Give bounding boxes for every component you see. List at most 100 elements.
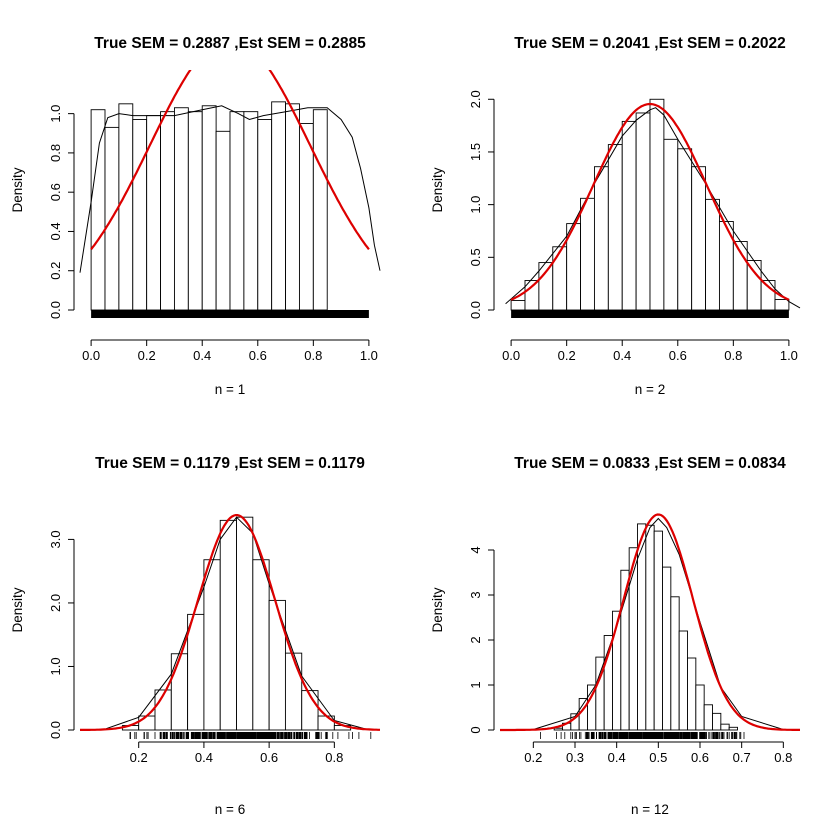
histogram-bar bbox=[728, 726, 738, 731]
histogram-bar bbox=[132, 119, 148, 311]
x-axis-label: n = 2 bbox=[635, 382, 665, 397]
histogram-bar bbox=[160, 111, 175, 311]
histogram-bar bbox=[653, 530, 663, 731]
y-tick-label: 1.0 bbox=[468, 196, 483, 214]
histogram-bar bbox=[257, 119, 273, 311]
x-axis: 0.0 0.2 0.4 0.6 0.8 1.0 bbox=[82, 339, 378, 363]
histogram-bar bbox=[312, 109, 328, 311]
y-tick-label: 1 bbox=[468, 681, 483, 688]
histogram-bar bbox=[677, 148, 693, 311]
x-axis-label: n = 12 bbox=[631, 802, 669, 817]
rug-plot bbox=[540, 732, 745, 739]
histogram-bar bbox=[774, 299, 790, 311]
histogram-bar bbox=[510, 300, 526, 311]
x-axis: 0.2 0.4 0.6 0.8 bbox=[130, 741, 343, 765]
histogram-bars bbox=[121, 516, 352, 731]
histogram-bar bbox=[90, 109, 106, 311]
x-tick-label: 0.4 bbox=[195, 750, 213, 765]
histogram-bar bbox=[252, 559, 270, 731]
histogram-bar bbox=[691, 166, 707, 311]
histogram-bar bbox=[284, 652, 303, 731]
x-tick-label: 0.2 bbox=[130, 750, 148, 765]
x-tick-label: 0.0 bbox=[82, 348, 100, 363]
x-axis: 0.2 0.3 0.4 0.5 0.6 0.7 0.8 bbox=[524, 741, 792, 765]
x-tick-label: 0.6 bbox=[260, 750, 278, 765]
histogram-bar bbox=[268, 599, 286, 731]
x-tick-label: 1.0 bbox=[780, 348, 798, 363]
y-tick-label: 0.8 bbox=[48, 144, 63, 162]
x-tick-label: 0.8 bbox=[325, 750, 343, 765]
y-axis: 0.0 0.2 0.4 0.6 0.8 1.0 bbox=[48, 105, 75, 319]
x-tick-label: 0.4 bbox=[608, 750, 626, 765]
histogram-bar bbox=[173, 107, 189, 311]
y-axis: 0 1 2 3 4 bbox=[468, 546, 495, 734]
x-tick-label: 0.3 bbox=[566, 750, 584, 765]
y-tick-label: 0.0 bbox=[48, 721, 63, 739]
histogram-bar bbox=[271, 101, 287, 311]
chart-title: True SEM = 0.0833 ,Est SEM = 0.0834 bbox=[514, 455, 786, 472]
density-curve bbox=[79, 105, 381, 273]
histogram-bar bbox=[705, 198, 720, 311]
chart-title: True SEM = 0.2887 ,Est SEM = 0.2885 bbox=[94, 35, 366, 52]
normal-curve bbox=[500, 513, 800, 732]
x-tick-label: 0.4 bbox=[613, 348, 631, 363]
histogram-bar bbox=[552, 246, 568, 311]
histogram-bar bbox=[538, 262, 554, 311]
y-tick-label: 2.0 bbox=[468, 90, 483, 108]
histogram-bar bbox=[170, 653, 189, 731]
histogram-bar bbox=[146, 115, 162, 311]
y-axis: 0.0 0.5 1.0 1.5 2.0 bbox=[468, 90, 495, 319]
histogram-bar bbox=[203, 559, 221, 731]
rug-ticks bbox=[129, 732, 372, 739]
y-tick-label: 0.0 bbox=[48, 301, 63, 319]
panel-n1: True SEM = 0.2887 ,Est SEM = 0.2885 n = … bbox=[10, 35, 381, 397]
histogram-bar bbox=[285, 103, 300, 311]
histogram-bars bbox=[510, 98, 790, 311]
y-tick-label: 3 bbox=[468, 591, 483, 598]
histogram-bar bbox=[662, 566, 672, 731]
histogram-bar bbox=[298, 123, 314, 311]
histogram-bar bbox=[187, 613, 205, 731]
y-tick-label: 1.0 bbox=[48, 105, 63, 123]
y-tick-label: 0.5 bbox=[468, 248, 483, 266]
y-axis: 0.0 1.0 2.0 3.0 bbox=[48, 530, 75, 739]
y-tick-label: 2 bbox=[468, 636, 483, 643]
y-tick-label: 0.4 bbox=[48, 222, 63, 240]
x-axis: 0.0 0.2 0.4 0.6 0.8 1.0 bbox=[502, 339, 798, 363]
histogram-bar bbox=[663, 138, 679, 311]
density-curve bbox=[105, 516, 368, 730]
histogram-bar bbox=[580, 197, 595, 311]
panel-n6: True SEM = 0.1179 ,Est SEM = 0.1179 n = … bbox=[10, 455, 380, 817]
y-tick-label: 4 bbox=[468, 546, 483, 553]
histogram-bar bbox=[215, 130, 231, 311]
x-tick-label: 0.5 bbox=[649, 750, 667, 765]
histogram-bar bbox=[593, 166, 609, 311]
y-tick-label: 0.2 bbox=[48, 262, 63, 280]
x-tick-label: 0.2 bbox=[524, 750, 542, 765]
histogram-bar bbox=[229, 111, 245, 311]
y-tick-label: 1.0 bbox=[48, 657, 63, 675]
histogram-bar bbox=[712, 712, 722, 731]
rug-plot bbox=[511, 310, 789, 318]
x-tick-label: 1.0 bbox=[360, 348, 378, 363]
chart-title: True SEM = 0.1179 ,Est SEM = 0.1179 bbox=[95, 455, 365, 472]
y-tick-label: 0 bbox=[468, 726, 483, 733]
y-tick-label: 3.0 bbox=[48, 530, 63, 548]
histogram-bar bbox=[243, 111, 259, 311]
histogram-bar bbox=[720, 723, 730, 731]
rug-band bbox=[511, 310, 789, 318]
histogram-bar bbox=[760, 280, 776, 311]
histogram-bar bbox=[703, 704, 713, 731]
histogram-bar bbox=[645, 524, 655, 731]
histogram-bar bbox=[317, 715, 335, 731]
x-tick-label: 0.6 bbox=[669, 348, 687, 363]
histogram-bar bbox=[187, 111, 203, 311]
x-tick-label: 0.0 bbox=[502, 348, 520, 363]
rug-band bbox=[91, 310, 369, 318]
histogram-bar bbox=[236, 516, 254, 731]
rug-ticks bbox=[540, 732, 745, 739]
x-tick-label: 0.4 bbox=[193, 348, 211, 363]
x-tick-label: 0.8 bbox=[304, 348, 322, 363]
histogram-bar bbox=[138, 715, 156, 731]
